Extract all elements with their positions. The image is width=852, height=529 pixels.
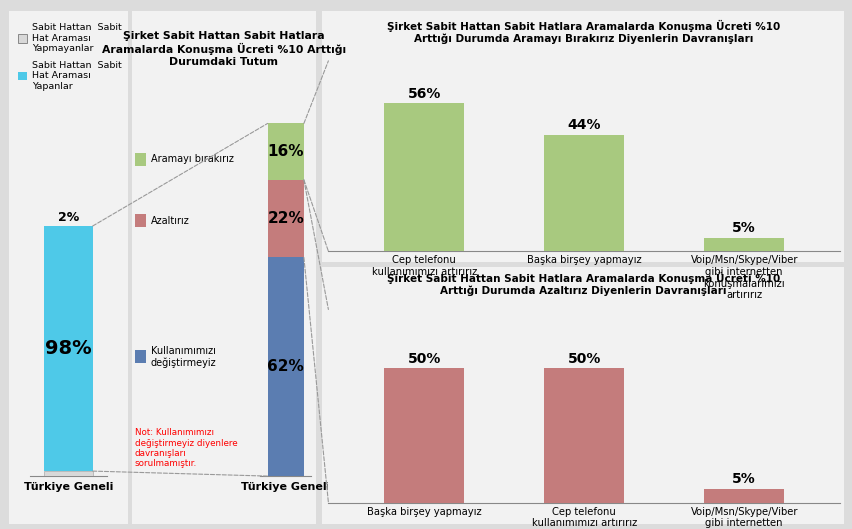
- Text: 44%: 44%: [567, 118, 601, 132]
- Text: Not: Kullanımımızı
değiştirmeyiz diyenlere
davranışları
sorulmamıştır.: Not: Kullanımımızı değiştirmeyiz diyenle…: [135, 428, 237, 469]
- Text: 5%: 5%: [732, 222, 755, 235]
- Bar: [43, 471, 93, 476]
- Text: 5%: 5%: [732, 472, 755, 487]
- Text: 50%: 50%: [407, 352, 440, 366]
- Bar: [135, 350, 146, 363]
- Text: 2%: 2%: [58, 211, 78, 224]
- Text: 98%: 98%: [45, 339, 91, 358]
- Text: 50%: 50%: [567, 352, 601, 366]
- Text: Azaltırız: Azaltırız: [151, 216, 189, 226]
- Bar: [384, 369, 463, 503]
- Bar: [268, 180, 303, 258]
- Bar: [135, 152, 146, 166]
- Text: 62%: 62%: [267, 359, 304, 375]
- Text: Aramayı bırakırız: Aramayı bırakırız: [151, 154, 233, 164]
- Text: 22%: 22%: [267, 211, 304, 226]
- Text: 56%: 56%: [407, 87, 440, 101]
- Bar: [268, 123, 303, 180]
- Text: 16%: 16%: [268, 144, 303, 159]
- Bar: [135, 214, 146, 227]
- Bar: [544, 135, 624, 251]
- Text: Şirket Sabit Hattan Sabit Hatlara Aramalarda Konuşma Ücreti %10
Arttığı Durumda : Şirket Sabit Hattan Sabit Hatlara Aramal…: [386, 20, 780, 44]
- Bar: [43, 226, 93, 471]
- Text: Şirket Sabit Hattan Sabit Hatlara
Aramalarda Konuşma Ücreti %10 Arttığı
Durumdak: Şirket Sabit Hattan Sabit Hatlara Aramal…: [101, 31, 346, 67]
- Bar: [704, 489, 783, 503]
- Text: Şirket Sabit Hattan Sabit Hatlara Aramalarda Konuşma Ücreti %10
Arttığı Durumda : Şirket Sabit Hattan Sabit Hatlara Aramal…: [386, 272, 780, 296]
- Text: Kullanımımızı
değiştirmeyiz: Kullanımımızı değiştirmeyiz: [151, 345, 216, 368]
- Bar: [544, 369, 624, 503]
- Bar: [704, 238, 783, 251]
- Bar: [384, 103, 463, 251]
- Bar: [268, 258, 303, 476]
- Legend: Sabit Hattan  Sabit
Hat Araması
Yapmayanlar, Sabit Hattan  Sabit
Hat Araması
Yap: Sabit Hattan Sabit Hat Araması Yapmayanl…: [15, 21, 124, 94]
